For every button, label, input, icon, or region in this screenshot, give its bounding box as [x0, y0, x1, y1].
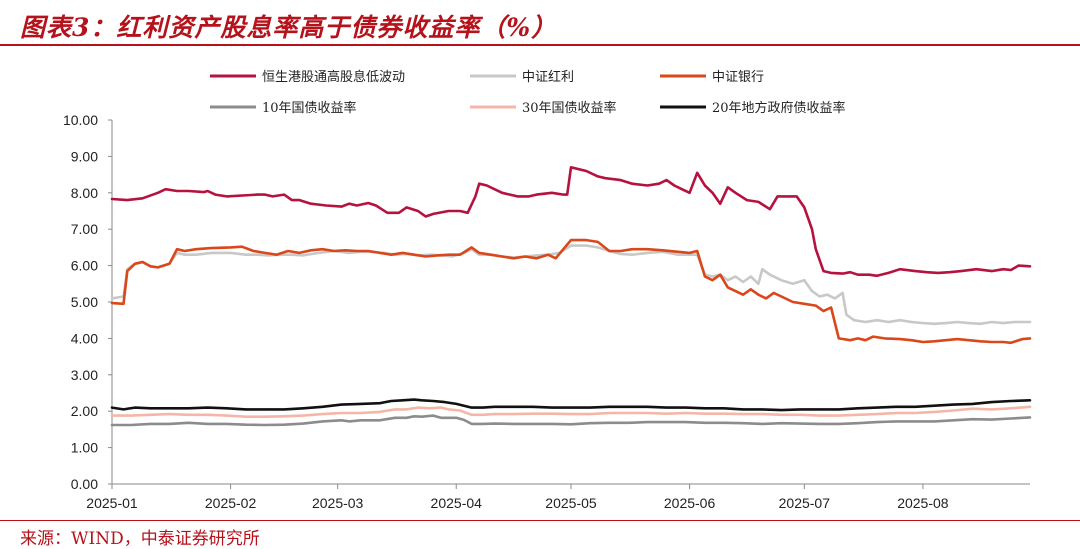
x-tick-label: 2025-05: [545, 495, 597, 511]
series-line-3: [110, 414, 1032, 427]
legend-label: 10年国债收益率: [262, 100, 357, 116]
y-tick-label: 6.00: [71, 258, 98, 274]
y-tick-label: 8.00: [71, 185, 98, 201]
y-tick-label: 9.00: [71, 148, 98, 164]
legend-label: 中证红利: [522, 69, 574, 85]
title-bar: 图表3：红利资产股息率高于债券收益率（%）: [0, 0, 1080, 46]
series-line-5: [110, 398, 1032, 412]
series-line-1: [110, 244, 1032, 326]
legend-label: 中证银行: [712, 70, 764, 85]
x-tick-label: 2025-08: [897, 495, 949, 511]
y-tick-label: 5.00: [71, 294, 98, 310]
line-chart: 0.00 1.00 2.00 3.00 4.00 5.00 6.00 7.00 8.00 9.00…: [63, 69, 1032, 511]
y-tick-label: 10.00: [63, 112, 98, 128]
series-line-0: [110, 166, 1032, 278]
source-note: 来源：WIND，中泰证券研究所: [20, 529, 260, 549]
y-tick-label: 3.00: [71, 367, 98, 383]
series-line-2: [110, 238, 1032, 345]
footer-rule: [0, 520, 1080, 521]
chart-title: 图表3：红利资产股息率高于债券收益率（%）: [20, 13, 558, 42]
x-tick-label: 2025-06: [664, 495, 716, 511]
series-line-4: [110, 405, 1032, 418]
legend-label: 30年国债收益率: [522, 100, 617, 116]
x-tick-label: 2025-03: [312, 495, 364, 511]
y-tick-label: 7.00: [71, 221, 98, 237]
x-tick-label: 2025-07: [779, 495, 831, 511]
x-tick-label: 2025-04: [431, 495, 483, 511]
x-tick-label: 2025-01: [86, 495, 138, 511]
y-tick-label: 1.00: [71, 440, 98, 456]
y-tick-label: 2.00: [71, 403, 98, 419]
legend-label: 恒生港股通高股息低波动: [262, 69, 405, 85]
x-tick-label: 2025-02: [205, 495, 257, 511]
title-rule: [0, 44, 1080, 46]
y-tick-label: 4.00: [71, 330, 98, 346]
legend-label: 20年地方政府债收益率: [712, 100, 846, 116]
y-tick-label: 0.00: [71, 476, 98, 492]
